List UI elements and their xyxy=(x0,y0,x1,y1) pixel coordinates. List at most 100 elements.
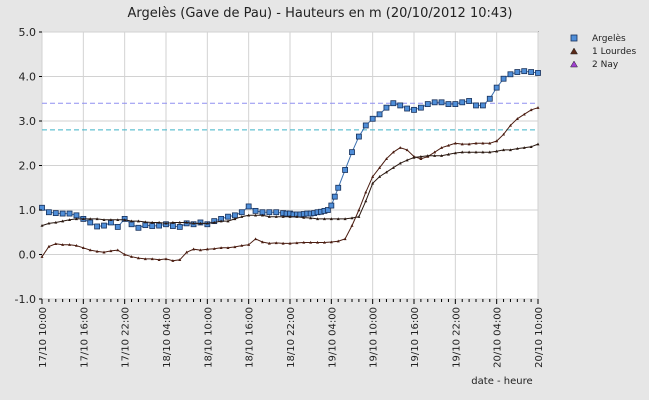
data-point xyxy=(467,150,471,154)
data-point xyxy=(157,220,161,224)
data-point xyxy=(171,220,175,224)
data-point xyxy=(267,241,271,245)
y-tick-label: 2.0 xyxy=(19,160,37,173)
x-tick-label: 18/10 22:00 xyxy=(286,307,297,368)
legend-item: 2 Nay xyxy=(570,60,619,70)
data-point xyxy=(378,175,382,178)
data-point xyxy=(417,104,424,111)
y-tick-label: 3.0 xyxy=(19,115,37,128)
data-point xyxy=(398,146,402,149)
data-point xyxy=(391,166,395,169)
x-tick-label: 17/10 22:00 xyxy=(121,307,132,368)
data-point xyxy=(149,223,156,229)
data-point xyxy=(536,106,540,109)
data-point xyxy=(507,71,514,78)
data-point xyxy=(233,217,237,221)
data-point xyxy=(240,215,244,218)
data-point xyxy=(185,220,189,224)
data-point xyxy=(474,150,478,154)
data-point xyxy=(515,146,519,150)
data-point xyxy=(288,215,292,218)
data-point xyxy=(384,157,388,161)
data-point xyxy=(357,215,361,218)
data-point xyxy=(281,215,285,218)
data-point xyxy=(59,210,66,217)
data-point xyxy=(438,99,445,106)
data-point xyxy=(404,105,411,112)
data-point xyxy=(205,247,209,251)
x-tick-label: 20/10 04:00 xyxy=(493,307,504,368)
data-point xyxy=(486,95,493,102)
data-point xyxy=(54,242,58,246)
data-point xyxy=(212,220,216,224)
data-point xyxy=(88,217,92,221)
data-point xyxy=(336,239,340,243)
data-point xyxy=(52,210,59,217)
data-point xyxy=(47,244,51,248)
x-tick-label: 19/10 22:00 xyxy=(451,307,462,368)
data-point xyxy=(252,207,259,214)
data-point xyxy=(274,241,278,245)
data-point xyxy=(536,142,540,146)
data-point xyxy=(350,223,354,227)
data-point xyxy=(342,167,349,173)
data-point xyxy=(329,217,333,221)
data-point xyxy=(238,209,245,216)
data-point xyxy=(73,212,80,219)
legend-item: 1 Lourdes xyxy=(570,47,636,57)
data-point xyxy=(473,102,479,109)
data-point xyxy=(74,217,78,221)
data-point xyxy=(176,224,183,230)
data-point xyxy=(302,240,306,244)
data-point xyxy=(302,215,306,219)
data-point xyxy=(295,215,299,218)
data-point xyxy=(192,221,196,225)
data-point xyxy=(102,218,106,221)
data-point xyxy=(219,219,223,223)
data-point xyxy=(128,221,135,228)
data-point xyxy=(488,150,492,154)
data-point xyxy=(343,237,347,241)
data-point xyxy=(433,154,437,157)
data-point xyxy=(446,152,450,156)
x-tick-label: 18/10 16:00 xyxy=(245,307,256,368)
data-point xyxy=(68,243,72,246)
data-point xyxy=(116,248,120,252)
data-point xyxy=(109,218,113,221)
data-point xyxy=(369,115,376,122)
data-point xyxy=(260,213,264,217)
data-point xyxy=(405,158,409,162)
data-point xyxy=(453,151,457,155)
data-point xyxy=(322,240,326,244)
legend-marker xyxy=(570,47,578,55)
data-point xyxy=(136,219,140,223)
y-tick-label: 0.0 xyxy=(19,249,37,262)
data-point xyxy=(390,100,397,107)
data-point xyxy=(481,150,485,154)
y-tick-label: 4.0 xyxy=(19,71,37,84)
data-point xyxy=(95,249,99,253)
data-point xyxy=(247,213,251,217)
data-point xyxy=(364,199,368,203)
data-point xyxy=(247,243,251,246)
data-point xyxy=(254,213,258,217)
data-point xyxy=(245,203,252,210)
x-tick-label: 18/10 04:00 xyxy=(162,307,173,368)
data-point xyxy=(398,161,402,165)
data-point xyxy=(528,69,535,75)
data-point xyxy=(419,155,423,158)
data-point xyxy=(61,219,65,223)
data-point xyxy=(500,75,507,82)
threshold-lines xyxy=(42,102,538,131)
data-point xyxy=(322,217,326,221)
data-point xyxy=(495,149,499,153)
data-point xyxy=(178,220,182,224)
data-point xyxy=(185,250,189,254)
data-point xyxy=(391,150,395,154)
data-point xyxy=(343,217,347,221)
legend-label: 1 Lourdes xyxy=(592,47,636,57)
data-point xyxy=(231,212,238,219)
data-point xyxy=(357,208,361,212)
data-point xyxy=(481,141,485,145)
data-point xyxy=(47,221,51,225)
